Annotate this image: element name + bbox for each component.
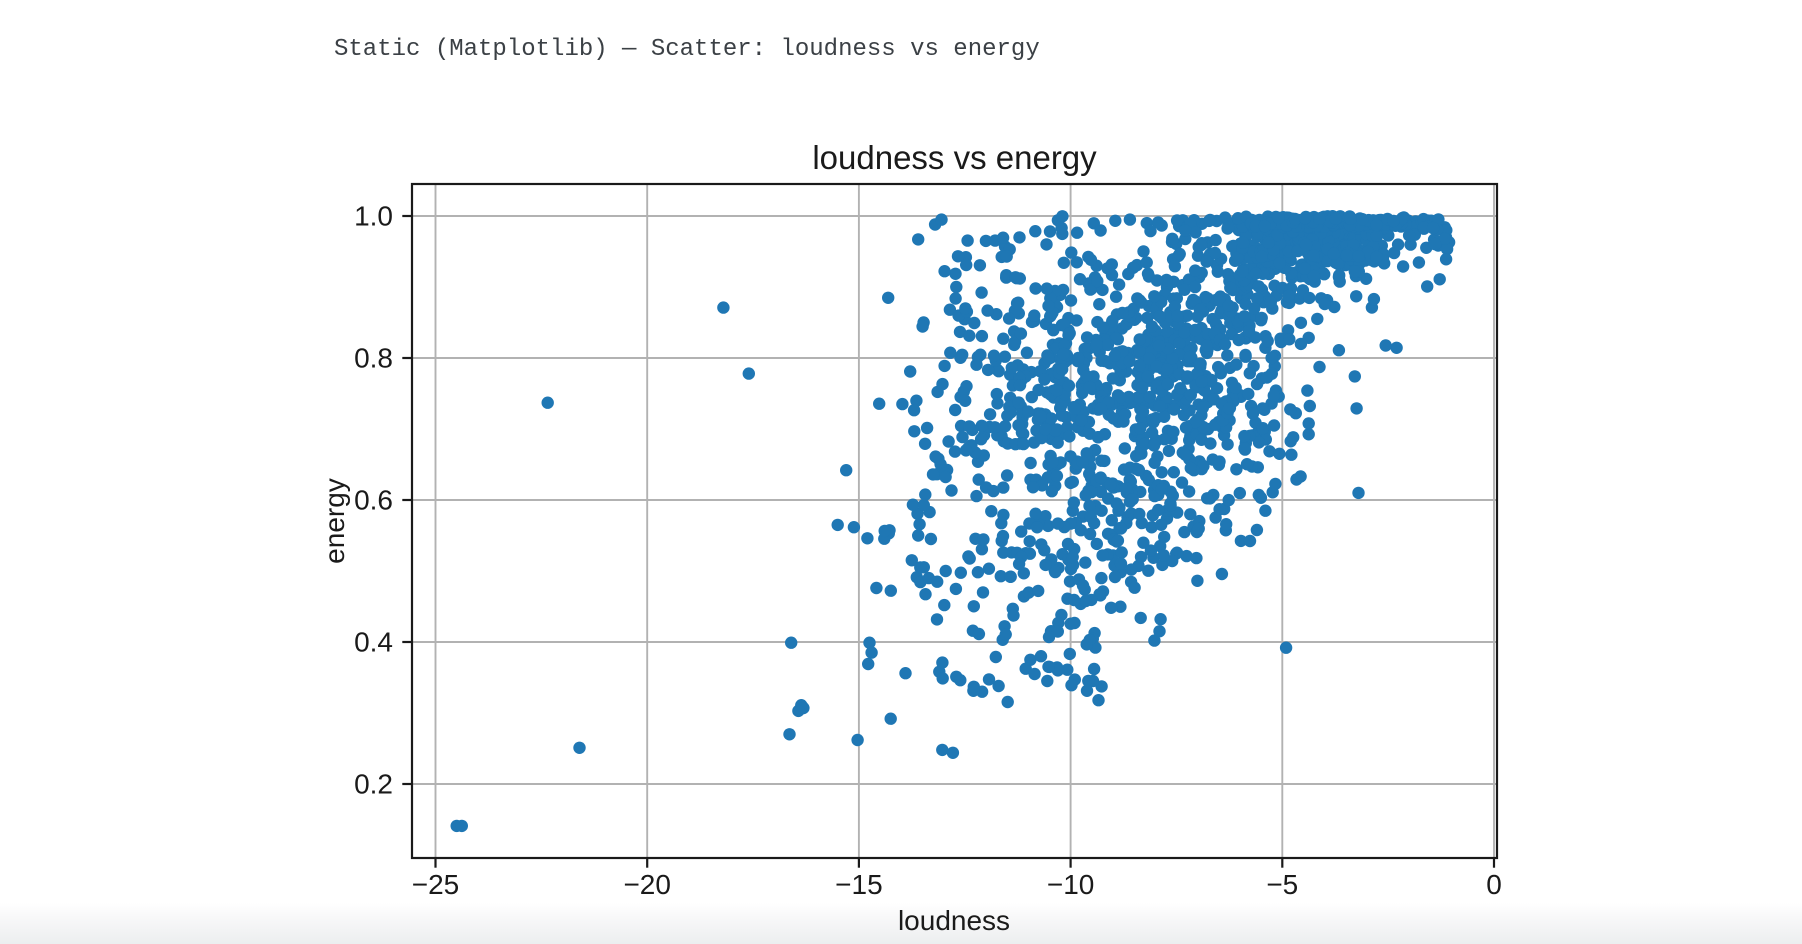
svg-text:0.4: 0.4 xyxy=(354,627,393,658)
svg-text:0.2: 0.2 xyxy=(354,769,393,800)
svg-text:0.8: 0.8 xyxy=(354,343,393,374)
svg-text:loudness vs energy: loudness vs energy xyxy=(812,139,1097,176)
svg-text:1.0: 1.0 xyxy=(354,201,393,232)
svg-text:energy: energy xyxy=(319,478,350,564)
svg-text:−5: −5 xyxy=(1266,869,1298,900)
svg-text:−25: −25 xyxy=(412,869,460,900)
svg-text:−10: −10 xyxy=(1047,869,1095,900)
svg-text:−15: −15 xyxy=(835,869,883,900)
svg-text:0.6: 0.6 xyxy=(354,485,393,516)
svg-text:0: 0 xyxy=(1486,869,1502,900)
svg-text:−20: −20 xyxy=(623,869,671,900)
svg-text:loudness: loudness xyxy=(898,905,1010,936)
